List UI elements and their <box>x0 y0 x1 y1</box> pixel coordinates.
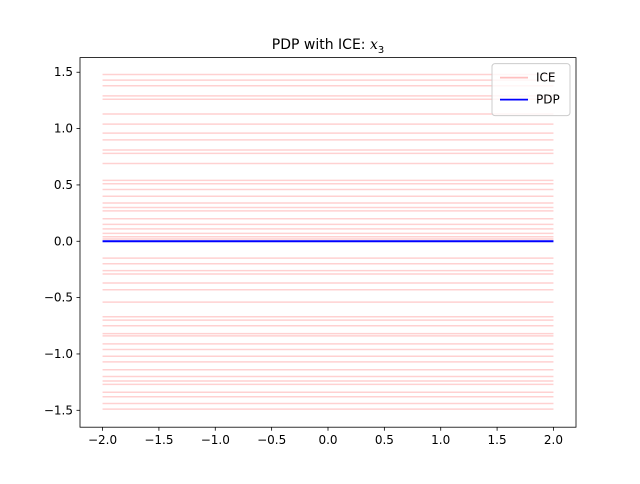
chart-title: PDP with ICE: x3 <box>272 37 384 56</box>
y-tick-label: 1.5 <box>54 65 73 79</box>
x-tick-label: 0.0 <box>318 433 337 447</box>
x-tick-label: 2.0 <box>544 433 563 447</box>
title-text: PDP with ICE: <box>272 37 370 53</box>
title-variable: x <box>370 37 378 53</box>
y-tick-label: 0.0 <box>54 234 73 248</box>
x-tick-label: −1.5 <box>144 433 173 447</box>
y-tick-label: −0.5 <box>44 291 73 305</box>
legend-label: PDP <box>536 93 560 107</box>
y-tick-label: −1.0 <box>44 347 73 361</box>
x-tick-label: 1.5 <box>488 433 507 447</box>
y-tick-label: 1.0 <box>54 122 73 136</box>
x-tick-label: −2.0 <box>88 433 117 447</box>
legend-box <box>491 63 571 117</box>
x-tick-label: −1.0 <box>201 433 230 447</box>
x-tick-label: 1.0 <box>431 433 450 447</box>
title-subscript: 3 <box>378 45 384 56</box>
x-tick-label: 0.5 <box>375 433 394 447</box>
y-tick-label: −1.5 <box>44 403 73 417</box>
legend-label: ICE <box>536 71 556 85</box>
x-tick-label: −0.5 <box>257 433 286 447</box>
y-tick-label: 0.5 <box>54 178 73 192</box>
